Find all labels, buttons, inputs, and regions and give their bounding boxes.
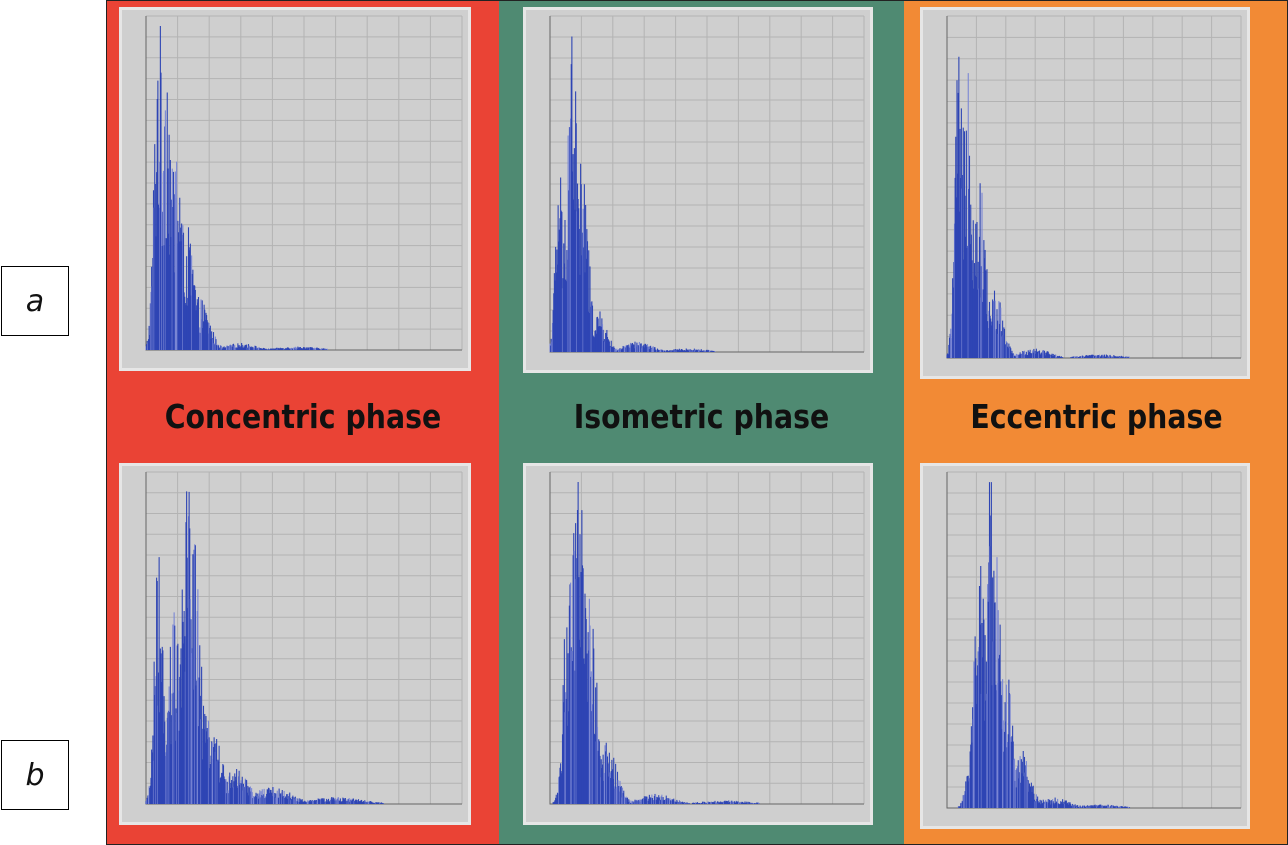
column-concentric: Concentric phase — [107, 1, 499, 844]
chart-svg — [145, 471, 463, 805]
chart-svg — [946, 471, 1242, 809]
chart-a-eccentric — [920, 7, 1250, 379]
chart-b-concentric — [119, 463, 471, 825]
phase-title-eccentric: Eccentric phase — [970, 397, 1223, 436]
axis-lines — [946, 472, 1241, 809]
chart-a-isometric — [523, 7, 873, 373]
phase-title-concentric: Concentric phase — [164, 397, 442, 436]
chart-svg — [946, 15, 1242, 359]
chart-svg — [145, 15, 463, 351]
row-label-a: a — [1, 266, 69, 336]
chart-svg — [549, 471, 865, 805]
column-isometric: Isometric phase — [499, 1, 904, 844]
chart-a-concentric — [119, 7, 471, 371]
row-label-b: b — [1, 740, 69, 810]
figure-frame: Concentric phase Isometric phase Eccentr… — [106, 0, 1288, 845]
column-eccentric: Eccentric phase — [904, 1, 1287, 844]
phase-title-isometric: Isometric phase — [573, 397, 830, 436]
chart-b-eccentric — [920, 463, 1250, 829]
chart-b-isometric — [523, 463, 873, 825]
chart-svg — [549, 15, 865, 353]
